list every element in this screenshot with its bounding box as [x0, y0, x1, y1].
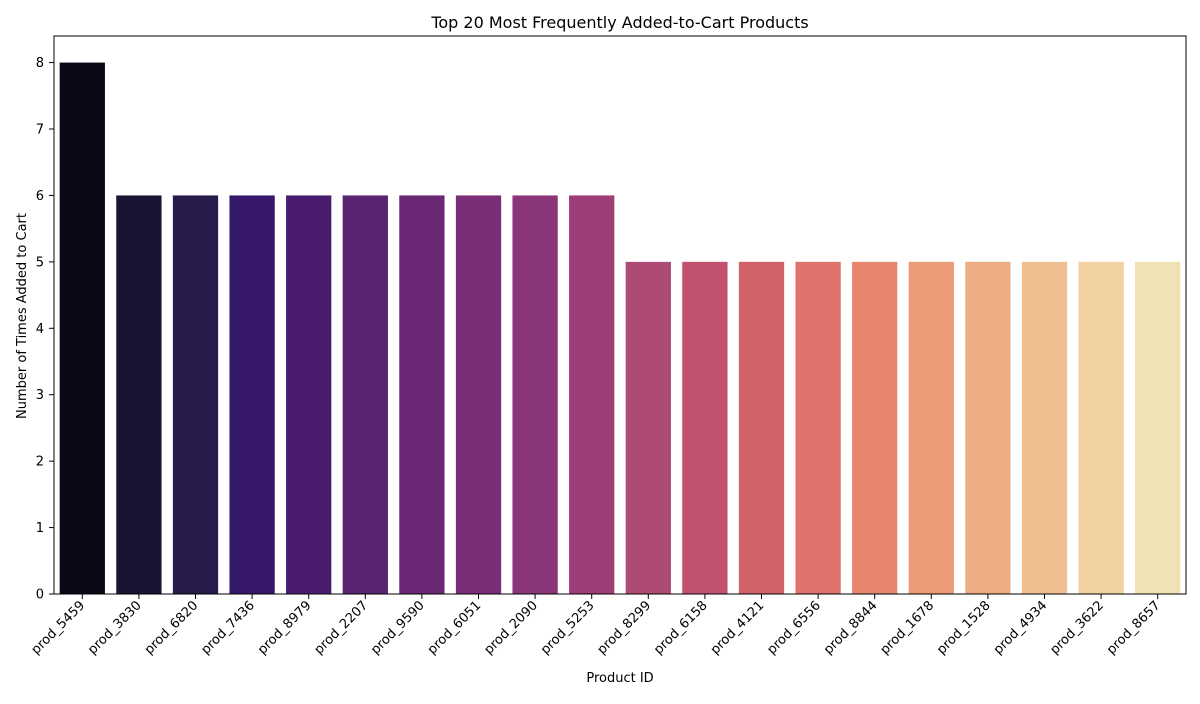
x-tick-label: prod_8299	[595, 598, 654, 657]
x-tick-label: prod_3830	[85, 598, 144, 657]
x-tick-label: prod_6556	[764, 598, 823, 657]
bar-prod_3622	[1078, 261, 1124, 594]
bar-prod_7436	[229, 195, 275, 594]
x-axis-ticks: prod_5459prod_3830prod_6820prod_7436prod…	[29, 594, 1164, 658]
plot-frame	[53, 35, 1187, 595]
x-tick-label: prod_4934	[991, 598, 1050, 657]
x-tick-label: prod_5459	[29, 598, 88, 657]
y-tick-label: 6	[36, 189, 44, 204]
y-tick-label: 4	[36, 322, 44, 337]
bar-prod_1528	[965, 261, 1011, 594]
y-tick-label: 1	[36, 521, 44, 536]
y-tick-label: 3	[36, 388, 44, 403]
x-tick-label: prod_6820	[142, 598, 201, 657]
x-tick-label: prod_8657	[1104, 598, 1163, 657]
bar-prod_2090	[512, 195, 558, 594]
bar-prod_3830	[116, 195, 162, 594]
x-tick-label: prod_2207	[312, 598, 371, 657]
bar-prod_4121	[738, 261, 785, 594]
bar-prod_8979	[286, 195, 332, 594]
bar-prod_4934	[1021, 261, 1068, 594]
x-tick-label: prod_8979	[255, 598, 314, 657]
y-tick-label: 7	[36, 123, 44, 138]
x-tick-label: prod_7436	[198, 598, 257, 657]
x-tick-label: prod_5253	[538, 598, 597, 657]
bar-prod_9590	[399, 195, 445, 594]
bar-prod_6051	[455, 195, 502, 594]
bar-prod_8844	[852, 261, 898, 594]
y-tick-label: 8	[36, 56, 44, 71]
bars-group	[59, 62, 1181, 594]
x-tick-label: prod_3622	[1047, 598, 1106, 657]
chart-title: Top 20 Most Frequently Added-to-Cart Pro…	[430, 13, 808, 32]
bar-prod_2207	[342, 195, 388, 594]
x-tick-label: prod_9590	[368, 598, 427, 657]
x-tick-label: prod_8844	[821, 598, 880, 657]
y-tick-label: 2	[36, 455, 44, 470]
x-tick-label: prod_6051	[425, 598, 484, 657]
bar-prod_5253	[569, 195, 615, 594]
bar-prod_8657	[1135, 261, 1181, 594]
y-tick-label: 5	[36, 255, 44, 270]
y-axis-ticks: 0 1 2 3 4 5 6 7 8	[36, 56, 54, 603]
x-axis-label: Product ID	[586, 671, 653, 686]
x-tick-label: prod_6158	[651, 598, 710, 657]
y-axis-label: Number of Times Added to Cart	[15, 213, 30, 419]
bar-prod_6556	[795, 261, 841, 594]
x-tick-label: prod_2090	[481, 598, 540, 657]
bar-prod_6158	[682, 261, 728, 594]
y-tick-label: 0	[36, 588, 44, 603]
x-tick-label: prod_4121	[708, 598, 767, 657]
bar-prod_5459	[59, 62, 105, 594]
x-tick-label: prod_1528	[934, 598, 993, 657]
bar-prod_8299	[625, 261, 671, 594]
x-tick-label: prod_1678	[878, 598, 937, 657]
bar-prod_6820	[172, 195, 219, 594]
bar-prod_1678	[908, 261, 954, 594]
